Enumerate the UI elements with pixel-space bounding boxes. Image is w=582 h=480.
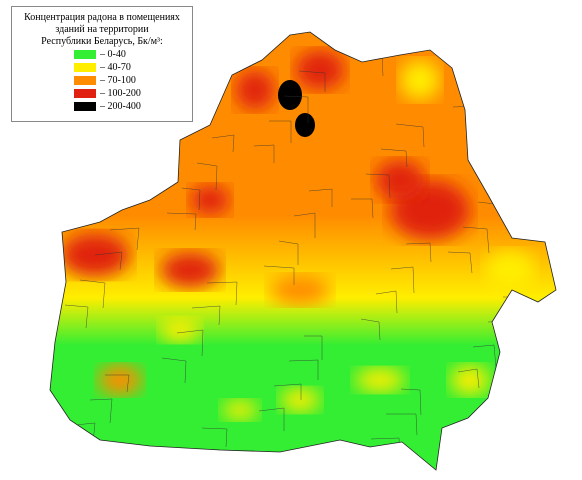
district-border — [308, 188, 333, 207]
district-border — [258, 407, 285, 431]
district-border — [482, 56, 504, 81]
district-border — [304, 335, 323, 360]
district-border — [351, 198, 374, 219]
district-border — [196, 162, 218, 191]
concentration-patch — [450, 365, 490, 395]
district-border — [298, 70, 326, 92]
legend-item: – 0-40 — [74, 48, 188, 61]
legend-title: Республики Беларусь, Бк/м³: — [41, 36, 163, 47]
district-border — [288, 359, 319, 380]
district-border — [472, 344, 497, 369]
legend: Концентрация радона в помещениях зданий н… — [11, 6, 193, 122]
district-border — [176, 329, 204, 357]
district-border — [283, 95, 309, 123]
district-border — [380, 148, 408, 168]
legend-swatch — [74, 76, 96, 85]
district-border — [253, 144, 275, 163]
district-border — [390, 266, 415, 294]
district-border — [405, 242, 432, 263]
district-border — [492, 173, 524, 196]
district-border — [278, 240, 299, 265]
legend-item: – 40-70 — [74, 61, 188, 74]
legend-swatch — [74, 89, 96, 98]
district-border — [395, 123, 425, 148]
concentration-patch — [160, 318, 200, 342]
district-border — [503, 296, 531, 318]
district-border — [166, 212, 197, 231]
district-border — [365, 173, 391, 199]
concentration-patch — [295, 50, 345, 90]
concentration-patch — [98, 365, 142, 395]
legend-label: – 40-70 — [100, 61, 131, 73]
district-border — [211, 134, 235, 153]
concentration-patch — [235, 70, 275, 110]
district-border — [79, 279, 106, 309]
legend-label: – 100-200 — [100, 87, 141, 99]
legend-item: – 70-100 — [74, 74, 188, 87]
legend-label: – 0-40 — [100, 48, 126, 60]
district-border — [457, 368, 480, 389]
legend-label: – 200-400 — [100, 100, 141, 112]
concentration-patch — [330, 185, 370, 215]
district-border — [89, 398, 113, 424]
legend-swatch — [74, 63, 96, 72]
concentration-patch — [222, 400, 258, 420]
concentration-patch — [400, 60, 440, 100]
concentration-patch — [355, 368, 405, 392]
district-border — [497, 441, 521, 470]
district-border — [191, 305, 221, 326]
concentration-patch — [270, 275, 330, 305]
district-border — [400, 388, 422, 416]
district-border — [181, 187, 201, 211]
legend-title: зданий на территории — [55, 24, 149, 35]
district-border — [84, 134, 116, 156]
district-border — [201, 427, 228, 448]
district-border — [161, 357, 187, 384]
legend-title: Концентрация радона в помещениях — [24, 12, 180, 23]
district-border — [109, 227, 140, 251]
legend-item: – 100-200 — [74, 87, 188, 100]
legend-swatch — [74, 50, 96, 59]
district-border — [462, 226, 490, 254]
district-border — [360, 318, 381, 341]
concentration-patch — [485, 250, 535, 290]
district-border — [105, 374, 130, 393]
district-border — [94, 251, 123, 271]
district-border — [447, 251, 473, 274]
concentration-patch — [160, 252, 220, 288]
district-border — [375, 290, 398, 314]
district-border — [293, 212, 316, 238]
concentration-patch — [295, 113, 315, 137]
district-border — [64, 304, 89, 329]
district-border — [468, 81, 500, 101]
country-border — [49, 31, 557, 471]
concentration-patch — [280, 388, 320, 412]
concentration-patch — [375, 160, 425, 200]
district-border — [263, 265, 295, 285]
legend-swatch — [74, 102, 96, 111]
concentration-patch — [278, 80, 302, 110]
district-border — [273, 383, 302, 400]
legend-item: – 200-400 — [74, 100, 188, 113]
district-border — [269, 120, 292, 143]
district-border — [206, 281, 238, 306]
legend-label: – 70-100 — [100, 74, 136, 86]
district-border — [70, 159, 99, 187]
district-border — [386, 413, 418, 436]
